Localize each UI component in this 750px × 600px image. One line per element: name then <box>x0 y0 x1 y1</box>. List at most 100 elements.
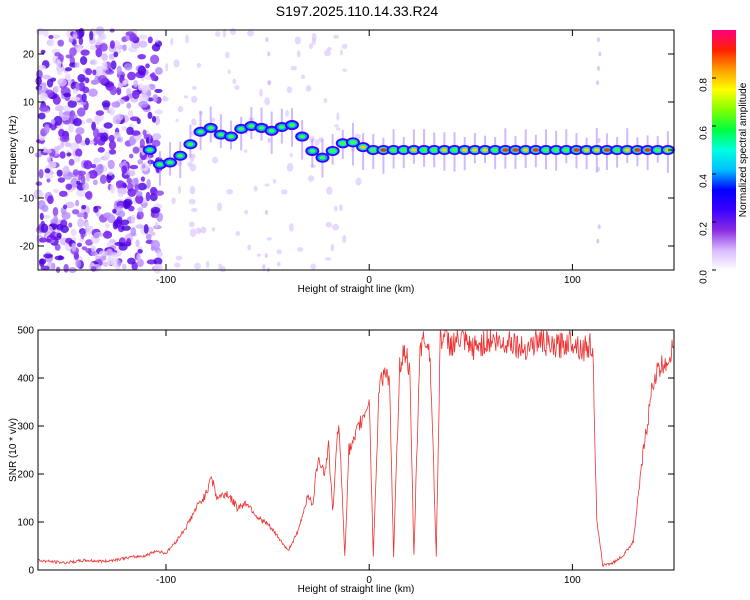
spectrogram-x-tick-label: -100 <box>156 275 176 286</box>
noise-speck <box>40 265 50 271</box>
noise-speck <box>47 38 55 47</box>
noise-speck <box>65 201 75 209</box>
ridge-blob-core <box>349 140 356 145</box>
noise-speck <box>137 249 143 254</box>
snr-panel: -100 0 100 0 100 200 300 400 500 Height of stra… <box>8 326 675 595</box>
noise-speck <box>75 82 80 92</box>
noise-speck <box>82 211 88 220</box>
noise-speck <box>256 253 262 257</box>
noise-speck <box>135 224 145 229</box>
noise-speck <box>100 32 107 41</box>
noise-speck <box>42 74 52 80</box>
noise-speck <box>122 44 127 52</box>
noise-speck <box>135 239 140 248</box>
noise-speck <box>89 60 96 65</box>
noise-speck <box>99 174 107 184</box>
noise-speck <box>76 107 86 117</box>
noise-speck <box>65 183 73 190</box>
noise-speck <box>145 233 152 241</box>
ridge-blob-core <box>370 148 377 152</box>
ridge-blob-core <box>177 153 184 158</box>
noise-speck <box>135 190 143 197</box>
noise-speck <box>130 226 137 237</box>
noise-speck <box>88 88 98 97</box>
noise-speck <box>294 36 301 45</box>
noise-speck <box>154 67 163 75</box>
chart-title: S197.2025.110.14.33.R24 <box>276 3 439 19</box>
noise-speck <box>75 127 85 135</box>
ridge-blob-core <box>197 129 204 134</box>
noise-speck <box>59 135 70 143</box>
noise-speck <box>112 220 119 230</box>
noise-speck <box>140 176 146 182</box>
noise-speck <box>139 93 149 104</box>
noise-speck <box>335 127 341 131</box>
noise-speck <box>135 194 144 205</box>
noise-speck <box>132 146 140 154</box>
noise-speck <box>93 233 100 239</box>
noise-speck <box>46 178 51 183</box>
noise-speck <box>78 82 86 92</box>
noise-speck <box>187 161 192 167</box>
noise-speck <box>93 206 99 213</box>
noise-speck <box>45 238 52 243</box>
ridge-blob-core <box>634 148 641 152</box>
noise-speck <box>326 186 333 195</box>
noise-speck <box>81 246 88 251</box>
noise-speck <box>264 97 271 106</box>
noise-speck <box>355 177 362 186</box>
snr-y-tick-label: 100 <box>17 518 34 529</box>
noise-speck <box>109 40 115 49</box>
noise-speck <box>332 223 340 231</box>
noise-speck <box>39 212 44 221</box>
noise-speck <box>96 163 104 174</box>
noise-speck <box>71 242 77 252</box>
noise-speck <box>126 238 132 247</box>
noise-speck <box>85 221 90 229</box>
noise-speck <box>121 165 128 174</box>
noise-speck <box>110 184 115 194</box>
noise-speck <box>339 49 343 56</box>
noise-speck <box>314 139 320 146</box>
noise-speck <box>127 257 136 265</box>
ridge-blob-core <box>644 148 651 152</box>
noise-speck <box>154 39 159 43</box>
ridge-blob-core <box>319 155 326 160</box>
noise-speck <box>145 191 151 202</box>
ridge-blob-core <box>573 148 580 152</box>
noise-speck <box>129 164 139 170</box>
spectrogram-y-tick-label: -10 <box>20 194 35 205</box>
noise-speck <box>38 168 44 179</box>
noise-speck <box>301 74 306 80</box>
noise-speck <box>80 175 86 185</box>
noise-speck <box>72 34 78 39</box>
noise-speck <box>40 49 46 54</box>
noise-speck <box>259 88 263 97</box>
streak-speck <box>596 80 600 86</box>
noise-speck <box>70 177 79 188</box>
noise-speck <box>191 118 197 126</box>
noise-speck <box>232 78 237 85</box>
spectrogram-y-tick-label: 0 <box>28 146 34 157</box>
snr-x-tick-label: -100 <box>156 575 176 586</box>
noise-speck <box>210 117 216 122</box>
noise-speck <box>75 259 82 268</box>
ridge-blob-core <box>268 129 275 133</box>
noise-speck <box>150 54 160 65</box>
noise-speck <box>85 172 91 182</box>
snr-y-tick-label: 200 <box>17 470 34 481</box>
noise-speck <box>43 214 51 219</box>
streak-speck <box>597 65 601 71</box>
noise-speck <box>153 263 163 272</box>
noise-speck <box>171 197 176 205</box>
noise-speck <box>73 155 81 163</box>
noise-speck <box>68 222 73 228</box>
noise-speck <box>75 148 83 157</box>
colorbar-tick-label: 0.4 <box>699 174 710 188</box>
noise-speck <box>85 190 93 200</box>
ridge-blob-core <box>522 148 529 152</box>
colorbar-tick-label: 0.2 <box>699 222 710 236</box>
ridge-blob-core <box>207 126 214 130</box>
streak-speck <box>267 137 271 143</box>
streak-speck <box>264 253 268 259</box>
